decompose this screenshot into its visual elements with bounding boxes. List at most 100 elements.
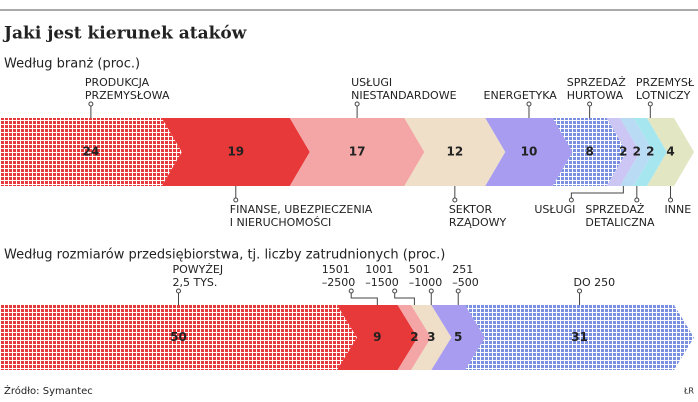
segment-value: 3 [427,330,435,344]
leader-line [394,291,415,305]
leader-dot [668,197,674,203]
segment-label: USŁUGI [534,203,575,216]
segment [633,118,668,186]
label-line: 1501 [322,263,350,276]
credit: ŁR [683,387,694,396]
segment-label: SPRZEDAŻ DETALICZNA [585,203,655,229]
label-line: HURTOWA [567,89,624,102]
subtitle: Według branż (proc.) [4,57,140,72]
label-line: SPRZEDAŻ [567,76,627,89]
segment [411,305,452,370]
subtitle: Według rozmiarów przedsiębiorstwa, tj. l… [4,248,445,263]
label-line: SPRZEDAŻ [585,203,645,216]
segment-label: INNE [665,203,692,216]
segment-label: DO 250 [574,276,616,289]
label-line: I NIERUCHOMOŚCI [230,216,332,229]
source: Źródło: Symantec [4,384,93,397]
segment-label: 1001 –1500 [365,263,399,289]
label-line: DETALICZNA [585,216,655,229]
leader-dot [577,288,583,294]
label-line: 1001 [365,263,393,276]
label-line: 501 [409,263,430,276]
leader-dot [348,288,354,294]
segment-label: SEKTOR RZĄDOWY [449,203,507,229]
leader-dot [647,101,653,107]
segment [485,118,573,186]
label-line: PRZEMYSŁOWA [85,89,170,102]
leader-dot [392,288,398,294]
label-line: PRODUKCJA [85,76,150,89]
segment [552,118,627,186]
leader-dot [455,288,461,294]
label-line: ENERGETYKA [484,89,558,102]
segment-value: 4 [666,145,674,159]
segment-label: SPRZEDAŻ HURTOWA [567,76,627,102]
segment-value: 2 [633,145,641,159]
label-line: DO 250 [574,276,616,289]
leader-dot [428,288,434,294]
label-line: SEKTOR [449,203,493,216]
label-line: –1000 [409,276,443,289]
segment [0,118,182,186]
segment-label: POWYŻEJ 2,5 TYS. [173,263,224,289]
label-line: –500 [452,276,479,289]
segment-value: 2 [410,330,418,344]
label-line: PRZEMYSŁ [636,76,695,89]
segment-label: USŁUGI NIESTANDARDOWE [351,76,456,102]
segment-label: 501 –1000 [409,263,443,289]
leader-line [570,186,624,200]
label-line: RZĄDOWY [449,216,507,229]
leader-dot [568,197,574,203]
segment [465,305,694,370]
segment-label: PRODUKCJA PRZEMYSŁOWA [85,76,170,102]
segment [337,305,418,370]
segment-value: 12 [446,145,463,159]
segment-label: PRZEMYSŁ LOTNICZY [636,76,695,102]
segment-value: 9 [373,330,381,344]
segment-value: 24 [83,145,100,159]
segment-label: FINANSE, UBEZPIECZENIA I NIERUCHOMOŚCI [230,203,373,229]
label-line: –2500 [322,276,356,289]
segment [620,118,654,186]
segment [431,305,486,370]
segment-label: 1501 –2500 [322,263,356,289]
segment [289,118,425,186]
segment-value: 19 [227,145,244,159]
label-line: 2,5 TYS. [173,276,218,289]
segment-value: 8 [585,145,593,159]
segment-label: ENERGETYKA [484,89,558,102]
segment-value: 31 [571,330,588,344]
segment [397,305,432,370]
leader-dot [88,101,94,107]
segment-label: 251 –500 [452,263,479,289]
segment-value: 17 [349,145,366,159]
leader-dot [526,101,532,107]
leader-dot [233,197,239,203]
leader-dot [634,197,640,203]
label-line: FINANSE, UBEZPIECZENIA [230,203,373,216]
label-line: LOTNICZY [636,89,691,102]
segment-value: 50 [170,330,187,344]
label-line: USŁUGI [351,76,392,89]
label-line: POWYŻEJ [173,263,224,276]
segment [161,118,310,186]
segment-value: 2 [646,145,654,159]
label-line: 251 [452,263,473,276]
segment [606,118,641,186]
leader-dot [587,101,593,107]
segment [0,305,357,370]
label-line: –1500 [365,276,399,289]
segment [647,118,694,186]
segment-value: 10 [521,145,538,159]
label-line: INNE [665,203,692,216]
title: Jaki jest kierunek ataków [2,24,247,44]
leader-line [350,291,378,305]
leader-dot [176,288,181,294]
segment-value: 2 [619,145,627,159]
segment-value: 5 [454,330,462,344]
segment [404,118,506,186]
label-line: NIESTANDARDOWE [351,89,456,102]
leader-dot [354,101,360,107]
leader-dot [452,197,458,203]
